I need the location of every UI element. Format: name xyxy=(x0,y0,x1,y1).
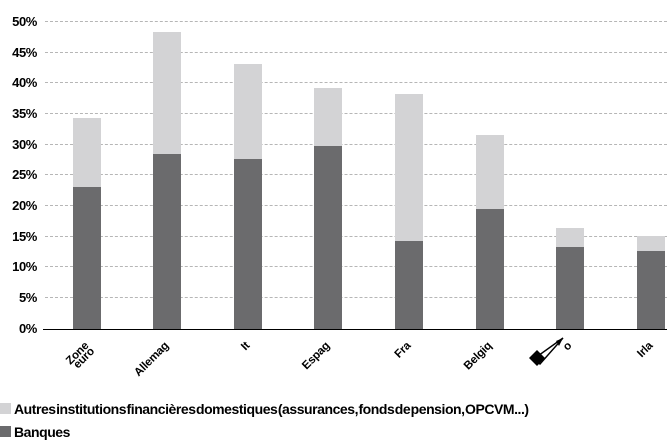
autres-segment xyxy=(233,63,262,160)
gridline xyxy=(45,143,667,145)
gridline xyxy=(45,174,667,176)
y-tick-label: 20 % xyxy=(12,197,37,213)
autres-segment xyxy=(475,135,504,209)
x-tick-label: o xyxy=(561,339,575,354)
banques-segment xyxy=(314,145,343,329)
legend-swatch xyxy=(0,426,11,437)
plot-area xyxy=(43,21,667,330)
legend-swatch xyxy=(0,403,11,414)
y-tick-label: 35 % xyxy=(12,105,37,121)
y-tick-label: 15 % xyxy=(12,228,37,244)
bar-2 xyxy=(153,31,182,329)
x-tick-label: Belgiq xyxy=(461,339,495,373)
x-tick-label: Allemag xyxy=(132,339,172,380)
legend-item: Banques xyxy=(0,420,529,443)
x-tick-label: It xyxy=(238,339,253,354)
banques-segment xyxy=(636,250,665,329)
y-tick-label: 25 % xyxy=(12,167,37,183)
autres-segment xyxy=(72,118,101,187)
y-tick-label: 50 % xyxy=(12,14,37,29)
y-tick-label: 10 % xyxy=(12,259,37,275)
gridline xyxy=(45,235,667,237)
gridline xyxy=(45,266,667,268)
x-tick-label: Fra xyxy=(392,339,414,361)
bar-6 xyxy=(475,135,504,329)
bar-8 xyxy=(636,235,665,329)
autres-segment xyxy=(153,31,182,155)
banques-segment xyxy=(72,186,101,329)
legend: Autres institutions financières domestiq… xyxy=(0,397,529,443)
y-tick-label: 30 % xyxy=(12,136,37,152)
bar-1 xyxy=(72,118,101,329)
gridline xyxy=(45,21,667,22)
legend-item: Autres institutions financières domestiq… xyxy=(0,397,529,420)
bar-7 xyxy=(556,227,585,329)
x-axis-line xyxy=(43,328,667,330)
gridline xyxy=(45,204,667,206)
y-tick-label: 5 % xyxy=(18,289,37,305)
gridline xyxy=(45,82,667,84)
legend-label: Banques xyxy=(14,423,70,440)
y-tick-label: 45 % xyxy=(12,44,37,60)
y-tick-label: 40 % xyxy=(12,75,37,91)
banques-segment xyxy=(153,154,182,329)
gridline xyxy=(45,112,667,114)
pen-cursor-icon xyxy=(529,337,564,366)
gridline xyxy=(45,296,667,298)
banques-segment xyxy=(475,208,504,329)
legend-label: Autres institutions financières domestiq… xyxy=(14,400,529,417)
gridline xyxy=(45,51,667,53)
bar-3 xyxy=(233,63,262,329)
banques-segment xyxy=(556,246,585,329)
autres-segment xyxy=(556,227,585,247)
y-tick-label: 0 % xyxy=(18,320,37,336)
bar-4 xyxy=(314,87,343,329)
x-tick-label: Espag xyxy=(300,339,333,373)
banques-segment xyxy=(233,159,262,329)
banques-segment xyxy=(395,240,424,329)
autres-segment xyxy=(395,94,424,241)
x-tick-label: Zone euro xyxy=(63,339,97,371)
autres-segment xyxy=(314,87,343,146)
bar-5 xyxy=(395,94,424,329)
autres-segment xyxy=(636,235,665,251)
x-tick-label: Irla xyxy=(635,339,656,361)
